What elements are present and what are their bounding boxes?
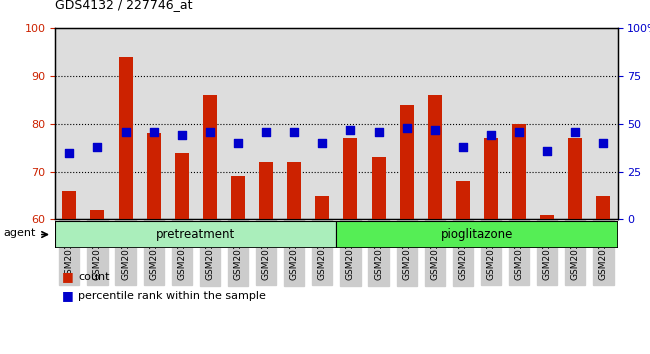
Point [542,148,552,154]
Point [148,129,159,135]
Point [92,144,103,150]
Bar [90,210,105,219]
Point [430,127,440,132]
Bar [337,221,618,248]
Bar [568,138,582,219]
Text: percentile rank within the sample: percentile rank within the sample [78,291,266,301]
Point [373,129,384,135]
Point [345,127,356,132]
Point [120,129,131,135]
Bar [147,133,161,219]
Point [402,125,412,131]
Bar [118,57,133,219]
Point [598,140,608,146]
Text: count: count [78,272,109,282]
Bar [372,157,385,219]
Text: pioglitazone: pioglitazone [441,228,513,241]
Bar [203,95,217,219]
Text: ■: ■ [62,289,73,302]
Bar [484,138,498,219]
Point [205,129,215,135]
Bar [55,221,337,248]
Point [289,129,300,135]
Point [233,140,243,146]
Bar [175,153,188,219]
Point [514,129,525,135]
Point [64,150,75,155]
Bar [456,181,470,219]
Bar [231,176,245,219]
Text: ■: ■ [62,270,73,282]
Bar [287,162,301,219]
Bar [315,195,330,219]
Text: pretreatment: pretreatment [156,228,235,241]
Bar [597,195,610,219]
Text: GDS4132 / 227746_at: GDS4132 / 227746_at [55,0,193,11]
Point [486,132,496,138]
Bar [512,124,526,219]
Point [458,144,468,150]
Point [570,129,580,135]
Bar [259,162,273,219]
Bar [400,105,413,219]
Bar [540,215,554,219]
Text: agent: agent [3,228,36,238]
Bar [62,191,76,219]
Point [261,129,271,135]
Bar [428,95,442,219]
Point [177,132,187,138]
Point [317,140,328,146]
Bar [343,138,358,219]
